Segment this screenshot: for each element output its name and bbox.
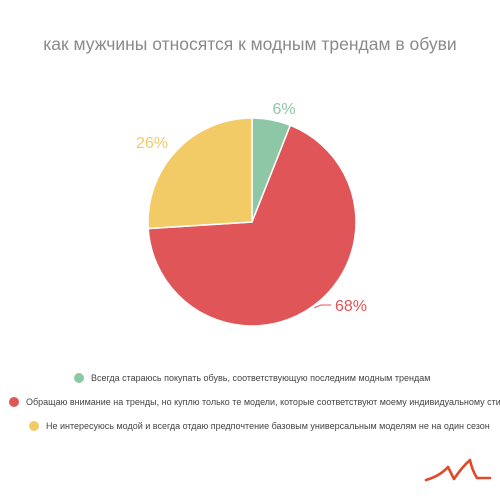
slice-3-value-label: 26% — [136, 135, 168, 152]
slice-labels: 6% 68% 26% — [136, 101, 367, 315]
chart-title: как мужчины относятся к модным трендам в… — [43, 34, 456, 54]
pie-slices — [147, 117, 357, 327]
slice-1-value-label: 6% — [272, 101, 295, 118]
legend-label-3: Не интересуюсь модой и всегда отдаю пред… — [46, 421, 490, 431]
legend-label-1: Всегда стараюсь покупать обувь, соответс… — [91, 373, 430, 383]
slice-2-leader-line — [314, 304, 331, 309]
slice-3 — [147, 117, 253, 230]
legend-swatch-3 — [29, 421, 39, 431]
legend-label-2: Обращаю внимание на тренды, но куплю тол… — [26, 397, 500, 407]
slice-2-value-label: 68% — [335, 298, 367, 315]
brand-logo-icon — [424, 458, 492, 482]
slice-2 — [147, 124, 357, 327]
legend-swatch-1 — [74, 373, 84, 383]
legend: Всегда стараюсь покупать обувь, соответс… — [9, 373, 500, 431]
legend-swatch-2 — [9, 397, 19, 407]
